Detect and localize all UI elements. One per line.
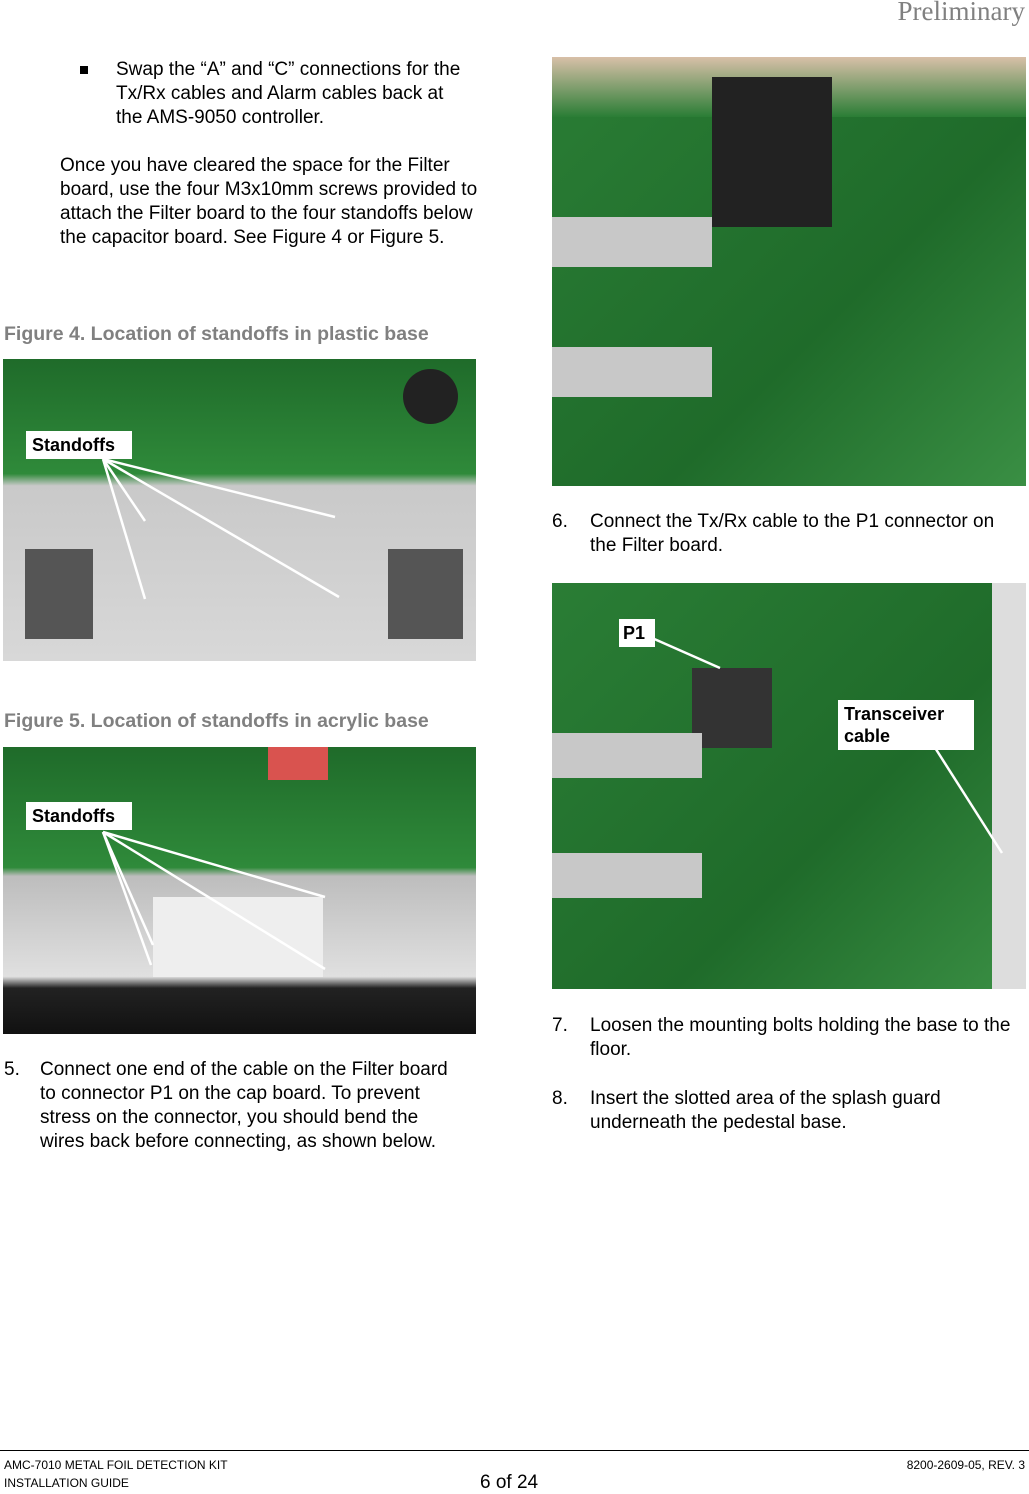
photo-label: Standoffs — [26, 802, 132, 830]
photo-label: Transceiver cable — [838, 700, 974, 750]
connector — [692, 668, 772, 748]
photo: Standoffs — [3, 747, 476, 1034]
step-text: Loosen the mounting bolts holding the ba… — [590, 1015, 1011, 1060]
step-number: 6. — [552, 511, 568, 532]
photo-region — [992, 583, 1026, 989]
footer-text: AMC-7010 METAL FOIL DETECTION KIT — [4, 1458, 228, 1472]
pointer-lines — [101, 457, 340, 600]
photo-label: P1 — [619, 619, 655, 647]
pointer-lines — [651, 636, 1004, 854]
paragraph: Once you have cleared the space for the … — [60, 155, 478, 248]
capacitor — [552, 733, 702, 778]
photo — [552, 57, 1026, 486]
step-number: 8. — [552, 1088, 568, 1109]
step-number: 7. — [552, 1015, 568, 1036]
pointer-lines — [101, 830, 326, 971]
header-title: Preliminary — [897, 0, 1025, 26]
figure-caption: Figure 5. Location of standoffs in acryl… — [4, 710, 429, 732]
footer-rule — [0, 1450, 1029, 1451]
connector — [712, 77, 832, 227]
bullet-text: Swap the “A” and “C” connections for the… — [116, 59, 461, 128]
slot — [388, 549, 463, 639]
capacitor — [268, 747, 328, 780]
battery — [403, 369, 458, 424]
capacitor — [552, 347, 712, 397]
slot — [25, 549, 93, 639]
photo: Standoffs — [3, 359, 476, 661]
capacitor — [552, 853, 702, 898]
page-number: 6 of 24 — [480, 1472, 539, 1493]
step-text: Insert the slotted area of the splash gu… — [590, 1088, 941, 1133]
sticker — [153, 897, 323, 977]
footer-text: 8200-2609-05, REV. 3 — [906, 1458, 1025, 1472]
bullet-marker — [80, 66, 88, 74]
photo: P1 Transceiver cable — [552, 583, 1026, 989]
figure-caption: Figure 4. Location of standoffs in plast… — [4, 323, 429, 345]
step-text: Connect one end of the cable on the Filt… — [40, 1059, 448, 1152]
photo-label: Standoffs — [26, 431, 132, 459]
capacitor — [552, 217, 712, 267]
step-number: 5. — [4, 1059, 20, 1080]
footer-text: INSTALLATION GUIDE — [4, 1476, 129, 1490]
step-text: Connect the Tx/Rx cable to the P1 connec… — [590, 511, 995, 556]
